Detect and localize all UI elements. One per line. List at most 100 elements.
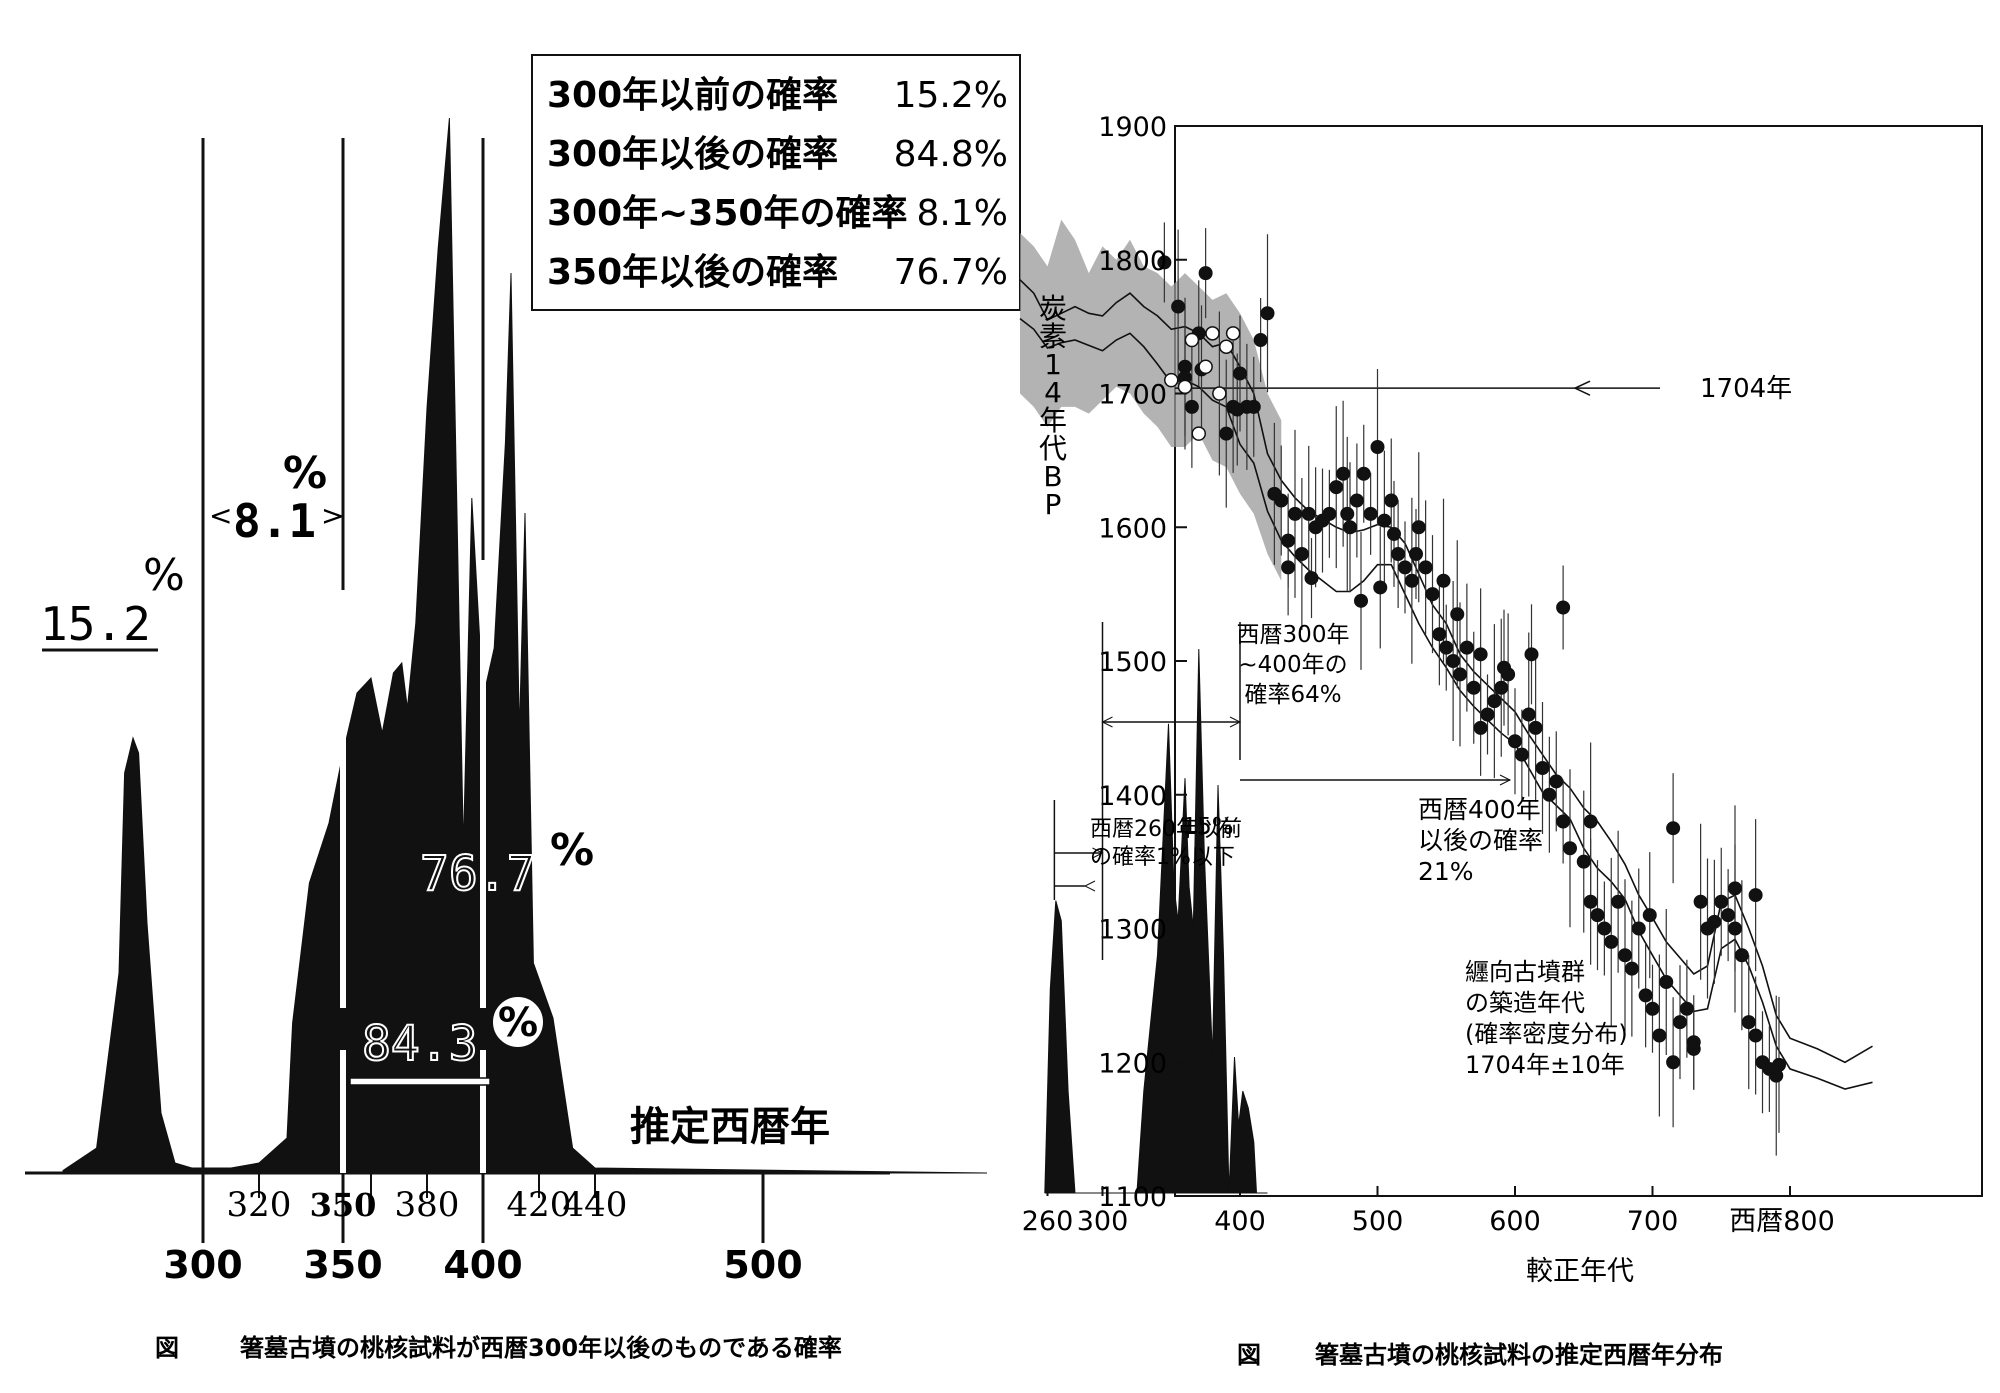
info-box-value: 15.2% bbox=[894, 75, 1008, 116]
right-x-axis-label: 較正年代 bbox=[1526, 1256, 1634, 1287]
data-point bbox=[1728, 881, 1742, 896]
data-point-open bbox=[1219, 339, 1234, 354]
major-tick-label-300: 300 bbox=[163, 1243, 242, 1287]
label-before-260: の確率1%以下 bbox=[1090, 845, 1235, 870]
data-point bbox=[1734, 948, 1749, 963]
label-makimuku: の築造年代 bbox=[1465, 989, 1585, 1017]
data-point bbox=[1524, 647, 1539, 662]
y-axis-label-char: 素 bbox=[1039, 320, 1067, 353]
data-point-open bbox=[1184, 332, 1200, 348]
y-tick-label-1300: 1300 bbox=[1098, 915, 1167, 946]
data-point bbox=[1377, 513, 1392, 528]
data-point bbox=[1535, 761, 1550, 775]
data-point bbox=[1253, 333, 1268, 347]
data-point bbox=[1638, 988, 1653, 1003]
label-makimuku: 1704年±10年 bbox=[1465, 1051, 1625, 1079]
major-tick-label-400: 400 bbox=[443, 1243, 522, 1287]
data-point bbox=[1322, 506, 1337, 521]
y-axis-label-char: 年 bbox=[1039, 404, 1067, 437]
bracket-260-300-arrow bbox=[1092, 847, 1104, 859]
info-box-label: 300年以後の確率 bbox=[547, 134, 838, 175]
data-point bbox=[1260, 306, 1275, 321]
data-point bbox=[1693, 894, 1708, 909]
bracket-before-260-arrow bbox=[1083, 880, 1096, 892]
y-tick-label-1200: 1200 bbox=[1098, 1048, 1167, 1079]
annotation-76-7: 76.7 bbox=[420, 846, 536, 902]
data-point bbox=[1576, 854, 1591, 869]
x-tick-label-260: 260 bbox=[1022, 1206, 1074, 1237]
annotation-15-2-percent: % bbox=[143, 550, 185, 601]
data-point bbox=[1652, 1028, 1667, 1043]
y-axis-label-char: P bbox=[1045, 488, 1062, 521]
reference-line-label: 1704年 bbox=[1700, 374, 1792, 404]
data-point bbox=[1391, 547, 1406, 561]
data-point bbox=[1233, 366, 1247, 381]
annotation-8-1-arrow-right: > bbox=[321, 499, 344, 532]
data-point bbox=[1521, 707, 1536, 722]
label-makimuku: (確率密度分布) bbox=[1465, 1020, 1628, 1048]
info-box-label: 350年以後の確率 bbox=[547, 252, 838, 293]
x-tick-label-800: 西暦800 bbox=[1729, 1206, 1835, 1237]
data-point bbox=[1373, 580, 1388, 595]
data-point-open bbox=[1225, 326, 1241, 341]
data-point bbox=[1171, 299, 1186, 314]
label-after-400: 西暦400年 bbox=[1418, 795, 1541, 824]
data-point bbox=[1425, 587, 1440, 602]
data-point bbox=[1304, 571, 1319, 586]
data-point bbox=[1404, 573, 1419, 588]
right-caption: 箸墓古墳の桃核試料の推定西暦年分布 bbox=[1315, 1341, 1723, 1369]
data-point-open bbox=[1205, 326, 1220, 341]
data-point bbox=[1281, 533, 1296, 548]
data-point-open bbox=[1212, 386, 1227, 401]
data-point-open bbox=[1198, 359, 1213, 374]
y-tick-label-1100: 1100 bbox=[1098, 1182, 1167, 1213]
annotation-84-3-percent-circle bbox=[491, 995, 545, 1049]
data-point bbox=[1336, 466, 1351, 481]
x-tick-label-300: 300 bbox=[1077, 1206, 1129, 1237]
label-300-400: 西暦300年 bbox=[1237, 622, 1350, 648]
data-point bbox=[1459, 640, 1474, 655]
minor-tick-label-440: 440 bbox=[563, 1185, 628, 1225]
left-caption: 箸墓古墳の桃核試料が西暦300年以後のものである確率 bbox=[240, 1334, 842, 1362]
annotation-8-1: 8.1 bbox=[233, 494, 316, 548]
data-point bbox=[1436, 573, 1451, 588]
data-point bbox=[1157, 255, 1172, 270]
data-point bbox=[1679, 1001, 1694, 1016]
reference-arrow bbox=[1573, 380, 1591, 396]
x-tick-label-600: 600 bbox=[1489, 1206, 1541, 1237]
y-axis-label-char: 代 bbox=[1039, 432, 1067, 465]
data-point bbox=[1329, 480, 1344, 495]
data-point bbox=[1666, 1055, 1681, 1070]
data-point bbox=[1466, 680, 1481, 695]
data-point bbox=[1473, 720, 1488, 735]
left-caption-fig: 図 bbox=[155, 1334, 179, 1362]
data-point bbox=[1748, 1028, 1763, 1043]
data-point bbox=[1411, 520, 1426, 535]
data-point bbox=[1384, 493, 1399, 508]
annotation-8-1-arrow-left: < bbox=[209, 499, 232, 532]
info-box-value: 84.8% bbox=[894, 134, 1008, 175]
data-point bbox=[1281, 560, 1296, 575]
data-point bbox=[1274, 493, 1289, 508]
data-point bbox=[1583, 814, 1598, 829]
bracket-after-400-arrow bbox=[1499, 774, 1512, 786]
left-density-area bbox=[62, 117, 988, 1174]
y-tick-label-1800: 1800 bbox=[1098, 246, 1167, 277]
data-point bbox=[1494, 680, 1509, 695]
info-box-label: 300年以前の確率 bbox=[547, 75, 838, 116]
y-tick-label-1900: 1900 bbox=[1098, 112, 1167, 143]
data-point bbox=[1714, 894, 1729, 909]
data-point bbox=[1439, 640, 1454, 655]
data-point bbox=[1590, 908, 1605, 923]
data-point bbox=[1446, 654, 1461, 668]
bracket-300-400-arrow-l bbox=[1101, 716, 1113, 728]
x-tick-label-700: 700 bbox=[1627, 1206, 1679, 1237]
label-300-400: ~400年の bbox=[1238, 652, 1347, 678]
minor-tick-label-350: 350 bbox=[310, 1186, 377, 1224]
data-point bbox=[1497, 660, 1511, 675]
data-point bbox=[1514, 747, 1529, 762]
x-tick-label-500: 500 bbox=[1352, 1206, 1404, 1237]
data-point-open bbox=[1177, 379, 1193, 395]
